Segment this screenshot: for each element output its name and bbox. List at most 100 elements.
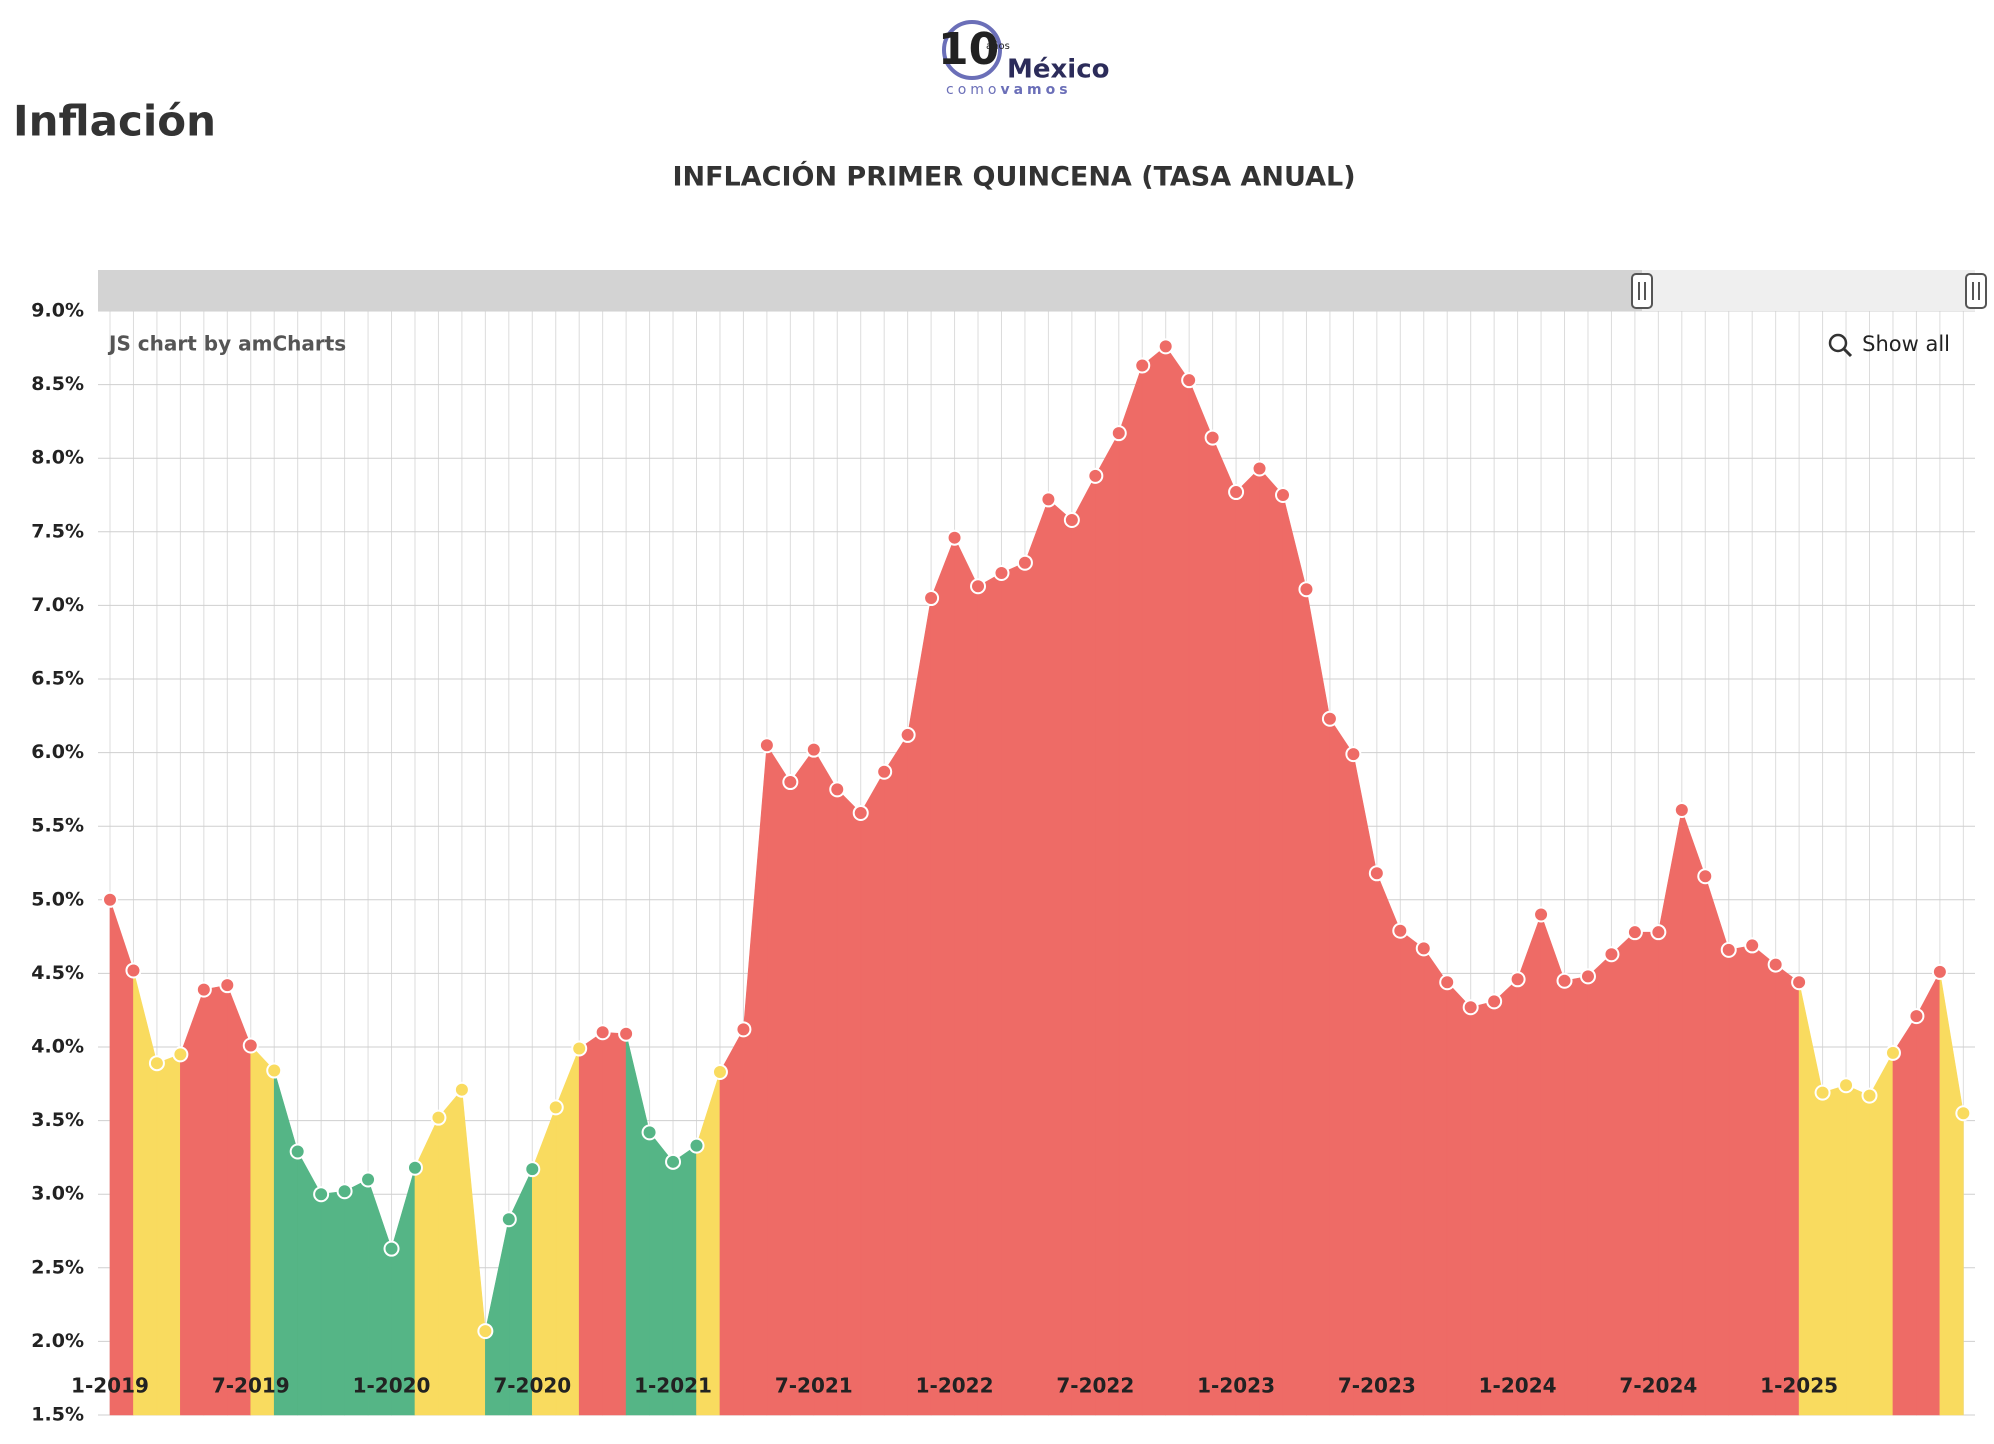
- scrollbar-grip[interactable]: [1631, 273, 1653, 309]
- y-tick-label: 4.5%: [31, 962, 84, 984]
- data-point: [289, 1143, 306, 1160]
- area-segment: [1611, 931, 1636, 1416]
- logo-tag-a: como: [946, 82, 1000, 98]
- data-point: [782, 774, 799, 791]
- data-point: [1838, 1077, 1855, 1094]
- data-point: [1157, 338, 1174, 355]
- data-point: [1134, 357, 1151, 374]
- area-segment: [133, 970, 158, 1416]
- area-segment: [1658, 809, 1683, 1416]
- data-point: [1908, 1008, 1925, 1025]
- data-point: [805, 741, 822, 758]
- data-point: [1486, 993, 1503, 1010]
- data-point: [594, 1024, 611, 1041]
- area-segment: [1446, 981, 1471, 1416]
- area-segment: [1165, 345, 1190, 1416]
- area-segment: [1822, 1084, 1847, 1416]
- data-point: [665, 1153, 682, 1170]
- data-point: [219, 977, 236, 994]
- x-tick-label: 7-2023: [1338, 1374, 1416, 1398]
- data-point: [1275, 487, 1291, 503]
- data-point: [172, 1046, 189, 1063]
- data-point: [1556, 972, 1573, 989]
- y-tick-label: 5.5%: [31, 815, 84, 837]
- scrollbar-thumb[interactable]: [1642, 270, 1975, 311]
- data-point: [1884, 1044, 1901, 1061]
- area-segment: [1259, 467, 1284, 1416]
- area-segment: [1540, 914, 1565, 1416]
- area-segment: [790, 748, 815, 1416]
- area-segment: [1141, 345, 1166, 1416]
- data-point: [383, 1240, 400, 1257]
- area-segment: [1775, 963, 1800, 1416]
- data-point: [1509, 971, 1526, 988]
- points: [102, 338, 1972, 1340]
- area-segment: [1916, 971, 1941, 1416]
- data-point: [876, 763, 893, 780]
- y-tick-label: 5.0%: [31, 888, 84, 910]
- x-tick-label: 7-2024: [1619, 1374, 1697, 1398]
- y-tick-label: 7.0%: [31, 594, 84, 616]
- area-segment: [625, 1033, 650, 1416]
- area-segment: [156, 1053, 181, 1416]
- area-segment: [977, 572, 1002, 1416]
- data-point: [852, 804, 869, 821]
- data-point: [242, 1037, 259, 1054]
- data-point: [1040, 491, 1057, 508]
- area-segment: [578, 1031, 603, 1416]
- area-segment: [250, 1044, 275, 1416]
- data-point: [970, 578, 987, 595]
- area-segment: [743, 745, 768, 1416]
- area-segment: [320, 1190, 345, 1416]
- area-segment: [930, 537, 955, 1416]
- show-all-button[interactable]: Show all: [1828, 332, 1950, 358]
- area-segment: [1071, 475, 1096, 1416]
- area-segment: [1282, 494, 1307, 1416]
- data-point: [195, 981, 212, 998]
- area-segment: [1564, 975, 1589, 1416]
- data-point: [1439, 974, 1456, 991]
- x-tick-label: 1-2025: [1760, 1374, 1838, 1398]
- data-point: [1087, 467, 1104, 484]
- credit: JS chart by amCharts: [107, 332, 346, 356]
- area-segment: [1493, 978, 1518, 1416]
- data-point: [993, 565, 1010, 582]
- data-point: [758, 737, 775, 754]
- area-segment: [438, 1088, 463, 1416]
- data-point: [547, 1099, 564, 1116]
- x-tick-label: 7-2022: [1056, 1374, 1134, 1398]
- data-point: [102, 891, 118, 908]
- area-segment: [1118, 365, 1143, 1416]
- data-point: [477, 1323, 494, 1340]
- data-point: [1533, 906, 1550, 923]
- y-tick-label: 6.0%: [31, 741, 84, 763]
- zoom-icon-handle: [1842, 347, 1853, 358]
- area-segment: [1728, 945, 1753, 1416]
- data-point: [1110, 425, 1127, 442]
- area-segment: [1376, 873, 1401, 1416]
- labels: 1.5% 2.0% 2.5% 3.0% 3.5% 4.0% 4.5% 5.0% 5.5% 6.0%…: [31, 300, 1838, 1426]
- zoom-icon: [1828, 333, 1848, 353]
- data-point: [618, 1025, 635, 1042]
- x-tick-label: 1-2020: [353, 1374, 431, 1398]
- x-tick-label: 7-2019: [212, 1374, 290, 1398]
- data-point: [899, 726, 916, 743]
- data-point: [1955, 1105, 1972, 1122]
- data-point: [500, 1211, 517, 1228]
- data-point: [1415, 940, 1432, 957]
- data-point: [571, 1040, 588, 1057]
- scrollbar-grip[interactable]: [1965, 273, 1987, 309]
- data-point: [946, 529, 963, 546]
- data-point: [1181, 372, 1198, 389]
- data-point: [1744, 937, 1761, 954]
- y-tick-label: 9.0%: [31, 300, 84, 322]
- data-point: [1650, 924, 1667, 941]
- chart-title: INFLACIÓN PRIMER QUINCENA (TASA ANUAL): [672, 161, 1355, 193]
- data-point: [711, 1064, 728, 1081]
- data-point: [430, 1109, 447, 1126]
- show-all[interactable]: Show all: [1862, 332, 1950, 356]
- area-segment: [1751, 944, 1776, 1416]
- y-tick-label: 4.0%: [31, 1036, 84, 1058]
- data-point: [406, 1159, 423, 1176]
- x-tick-label: 1-2024: [1479, 1374, 1557, 1398]
